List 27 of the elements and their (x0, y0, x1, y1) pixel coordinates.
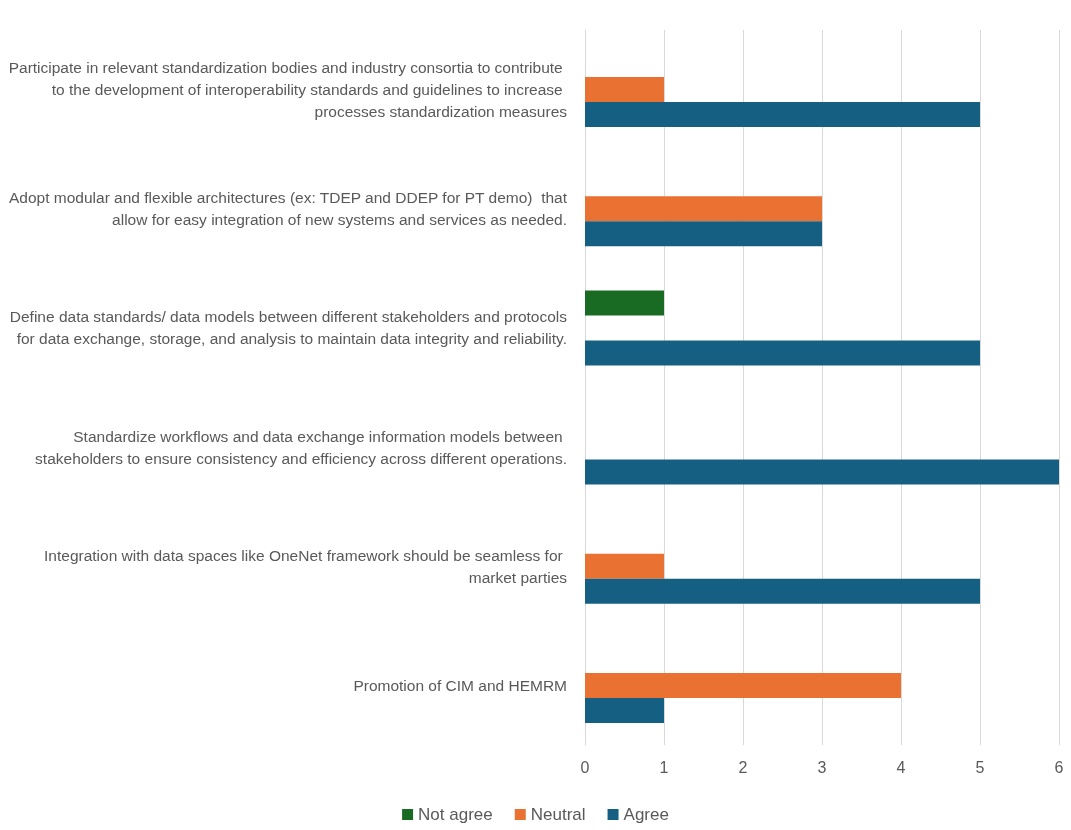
x-tick-label: 4 (896, 758, 906, 776)
bar (585, 578, 980, 604)
y-tick-label: Standardize workflows and data exchange information models between stakeholders to ensure consistency and efficiency across different operations. (35, 427, 567, 467)
legend-label: Neutral (530, 805, 586, 824)
x-tick-label: 0 (580, 758, 590, 776)
bar (585, 196, 822, 222)
y-tick-label: Participate in relevant standardization bodies and industry consortia to contribute to the development of interoperability standards and guidelines to increase processes standardization measures (8, 59, 568, 121)
x-tick-label: 3 (817, 758, 827, 776)
legend-label: Agree (623, 805, 669, 824)
x-tick-label: 2 (738, 758, 748, 776)
x-tick-label: 5 (975, 758, 985, 776)
y-tick-label: Adopt modular and flexible architectures (ex: TDEP and DDEP for PT demo) that allow for easy integration of new systems and services as needed. (9, 189, 568, 229)
bar (585, 77, 664, 103)
bar (585, 290, 664, 316)
x-tick-label: 1 (659, 758, 669, 776)
x-tick-label: 6 (1054, 758, 1064, 776)
bar (585, 340, 980, 366)
legend-label: Not agree (418, 805, 493, 824)
y-tick-label: Integration with data spaces like OneNet framework should be seamless for market parties (44, 546, 568, 586)
bar (585, 102, 980, 128)
bar (585, 697, 664, 723)
bar (585, 221, 822, 247)
y-tick-label: Promotion of CIM and HEMRM (353, 676, 567, 694)
bar (585, 459, 1059, 485)
bar (585, 672, 901, 698)
bar (585, 553, 664, 579)
y-tick-label: Define data standards/ data models between different stakeholders and protocols for data exchange, storage, and analysis to maintain data integrity and reliability. (9, 308, 568, 348)
